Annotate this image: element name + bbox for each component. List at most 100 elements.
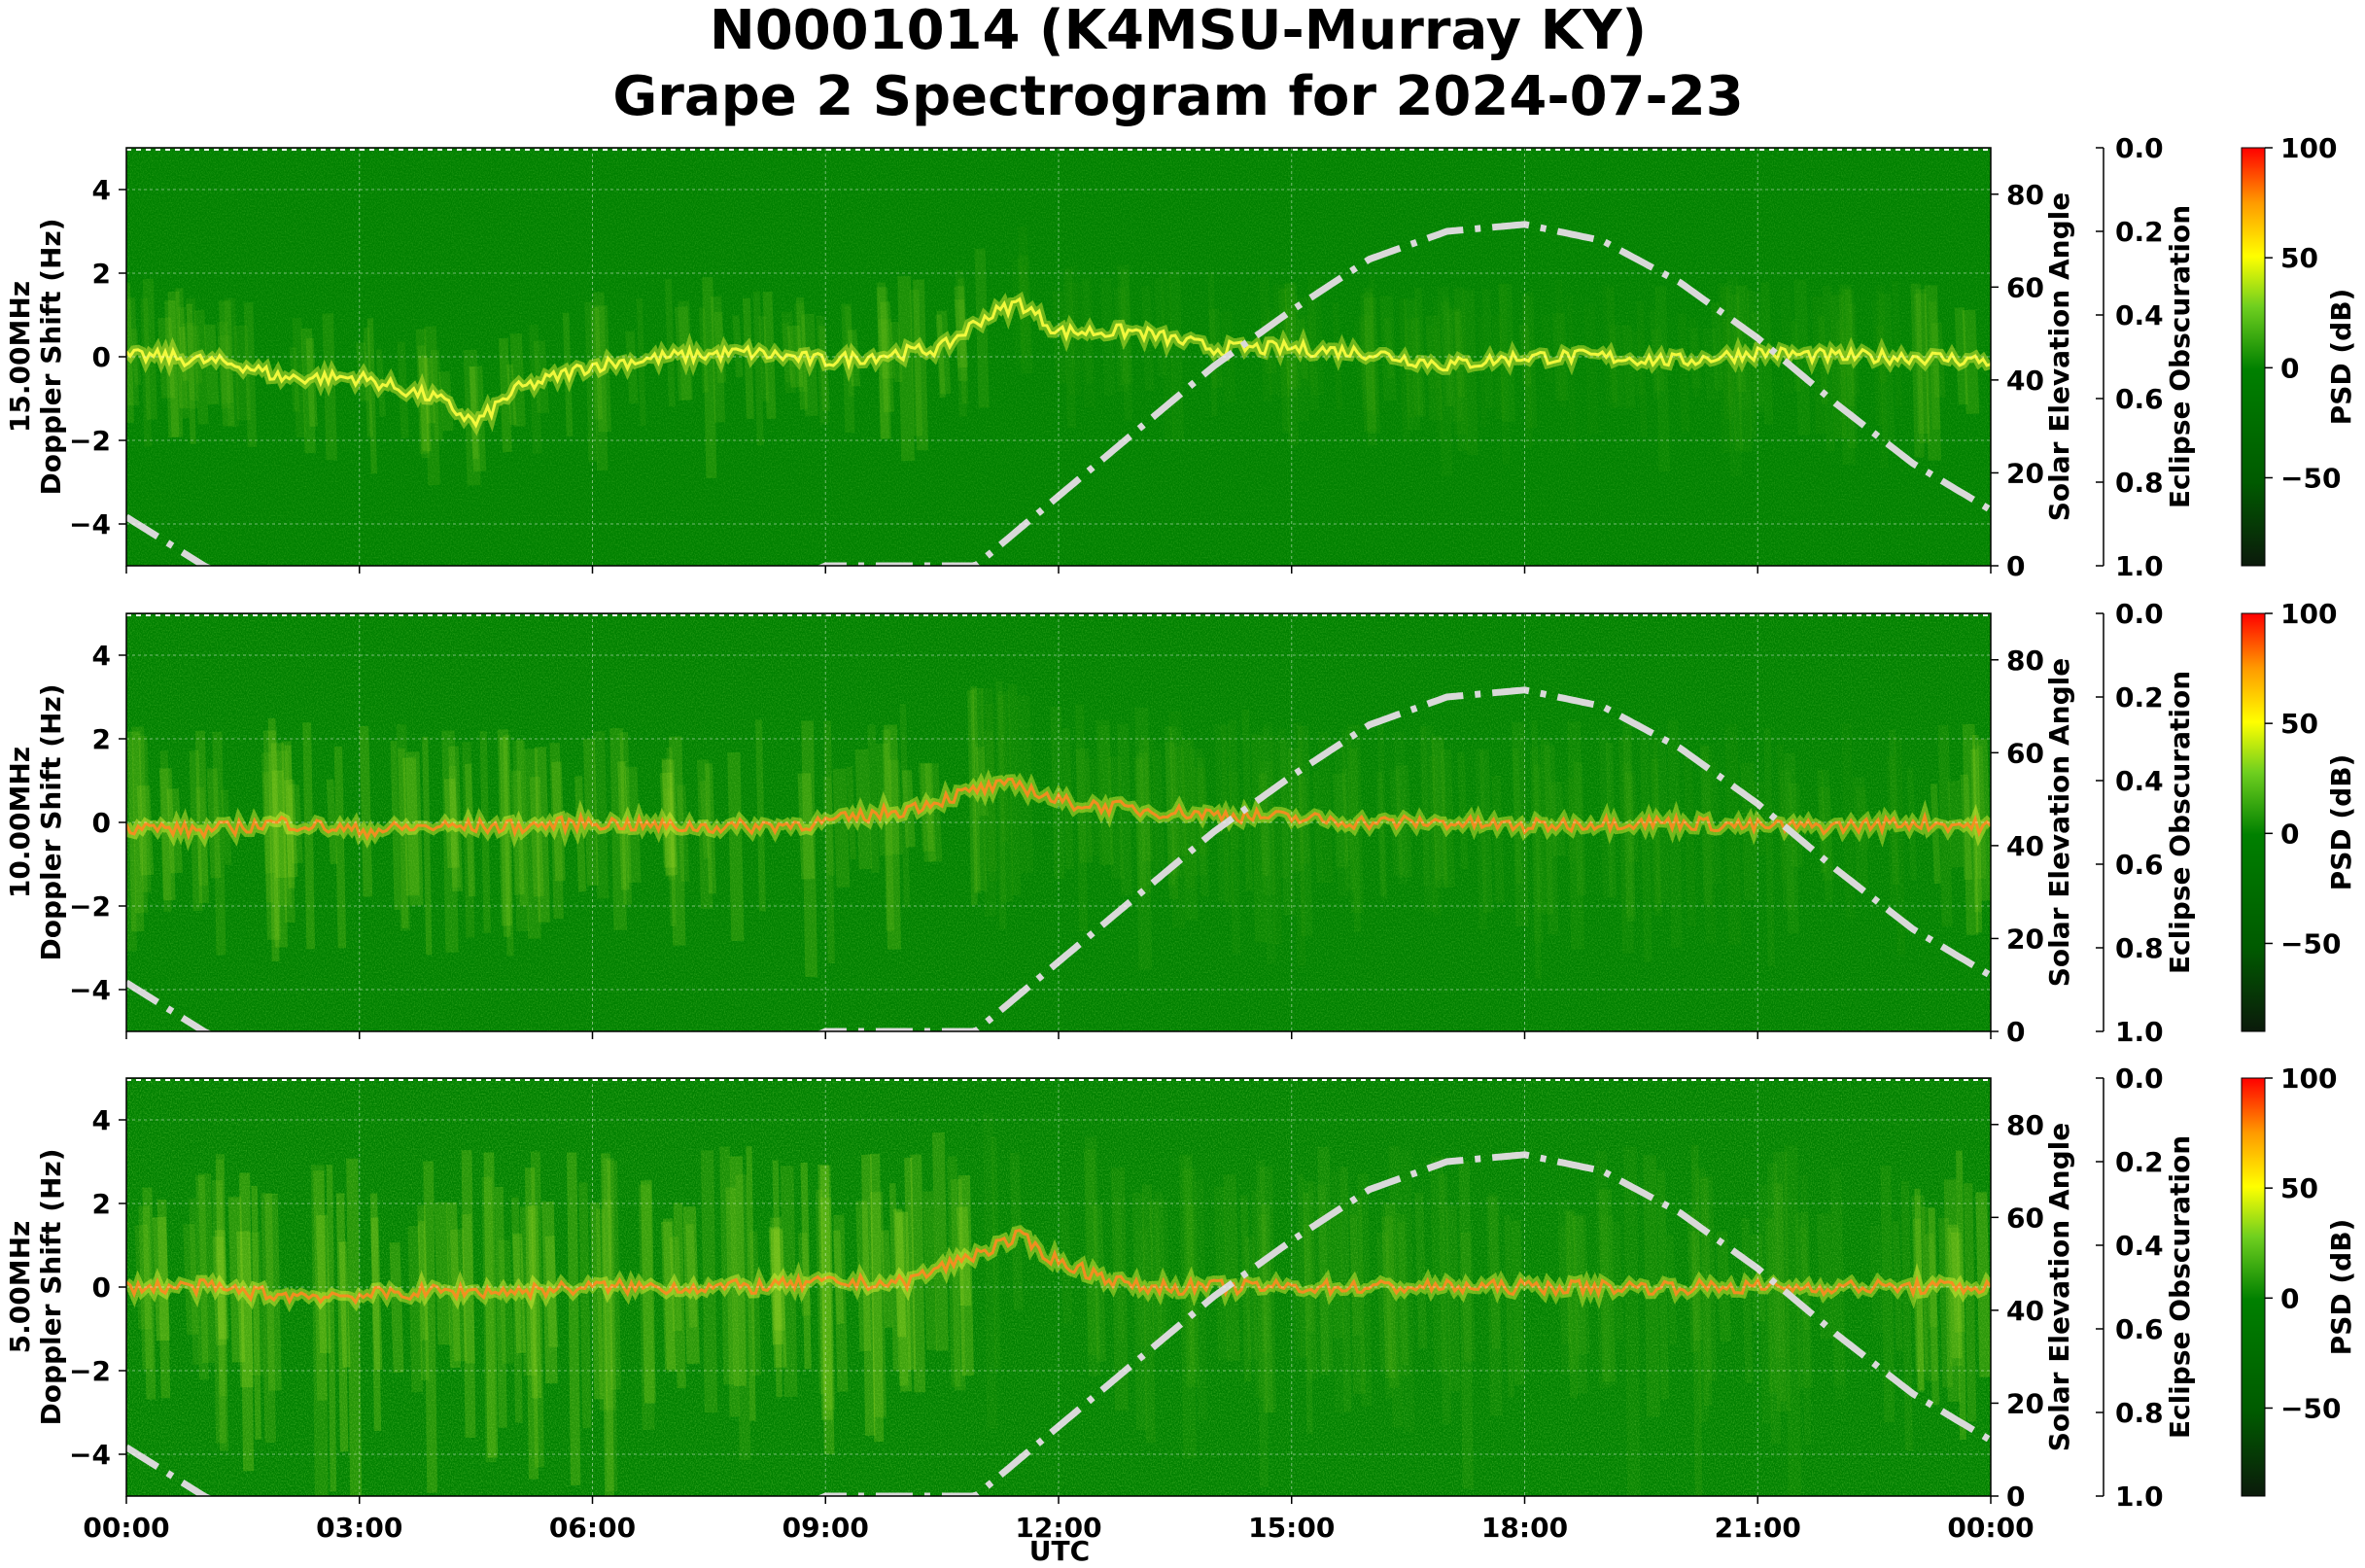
spread-streak — [1398, 1222, 1409, 1365]
spread-streak — [1346, 724, 1364, 914]
spread-streak — [954, 286, 968, 368]
psd-axis-label: PSD (dB) — [2325, 289, 2357, 426]
spread-streak — [1207, 271, 1218, 417]
spread-streak — [203, 324, 220, 405]
spread-streak — [1453, 288, 1469, 452]
x-tick-label: 12:00 — [1015, 1512, 1101, 1544]
spread-streak — [509, 333, 526, 427]
spread-streak — [261, 752, 275, 874]
eclipse-tick-label: 0.0 — [2115, 1063, 2164, 1095]
eclipse-tick-label: 0.6 — [2115, 1313, 2164, 1345]
spread-streak — [1736, 285, 1753, 452]
spread-streak — [524, 749, 541, 939]
panel-2: 420−2−410.00MHz Doppler Shift (Hz)0204060… — [4, 598, 2357, 1048]
spread-streak — [574, 776, 587, 892]
spread-streak — [195, 786, 209, 887]
y-axis-label-doppler: Doppler Shift (Hz) — [35, 1148, 67, 1425]
panel-3: 420−2−45.00MHz Doppler Shift (Hz)02040608… — [4, 1063, 2357, 1544]
spread-streak — [1180, 739, 1199, 921]
spread-streak — [1075, 704, 1089, 932]
eclipse-tick-label: 0.4 — [2115, 299, 2164, 331]
spread-streak — [1295, 1236, 1299, 1359]
spread-streak — [1131, 1193, 1148, 1431]
x-tick-label: 00:00 — [83, 1512, 169, 1544]
spread-streak — [1764, 1218, 1778, 1393]
spread-streak — [326, 779, 338, 864]
spread-streak — [967, 689, 978, 906]
spread-streak — [1228, 719, 1241, 955]
spread-streak — [530, 1151, 544, 1468]
spread-streak — [1297, 319, 1309, 379]
spread-streak — [816, 315, 829, 425]
spread-streak — [261, 1193, 276, 1444]
spread-streak — [954, 298, 968, 382]
spread-streak — [375, 349, 386, 417]
spread-streak — [1930, 784, 1941, 885]
spread-streak — [819, 1165, 835, 1455]
spread-streak — [603, 1158, 618, 1491]
spread-streak — [1443, 296, 1454, 406]
spread-streak — [1083, 1149, 1099, 1355]
spread-streak — [1665, 1235, 1678, 1345]
spread-streak — [1950, 1232, 1965, 1333]
spread-streak — [882, 729, 895, 931]
spread-streak — [1773, 1151, 1791, 1412]
panels-group: 420−2−415.00MHz Doppler Shift (Hz)0204060… — [4, 132, 2357, 1544]
spread-streak — [1695, 1168, 1710, 1423]
spread-streak — [1700, 1177, 1713, 1407]
spread-streak — [1480, 317, 1484, 427]
spread-streak — [134, 1224, 152, 1330]
spread-streak — [479, 731, 491, 933]
spread-streak — [533, 340, 549, 414]
spread-streak — [1164, 725, 1176, 887]
spread-streak — [1154, 1192, 1167, 1346]
spread-streak — [1623, 1146, 1641, 1496]
spread-streak — [1375, 1232, 1393, 1371]
spread-streak — [729, 1156, 747, 1386]
spread-streak — [661, 1221, 677, 1370]
spread-streak — [1895, 281, 1899, 406]
spread-streak — [271, 770, 288, 879]
spread-streak — [678, 300, 694, 401]
spread-streak — [897, 275, 915, 462]
spread-streak — [1379, 296, 1397, 401]
spread-streak — [725, 1187, 740, 1417]
spread-streak — [638, 1184, 655, 1431]
spread-streak — [822, 776, 836, 876]
spread-streak — [465, 763, 476, 897]
spread-streak — [1835, 1169, 1839, 1385]
spread-streak — [1838, 284, 1856, 466]
eclipse-tick-label: 0.2 — [2115, 681, 2164, 714]
spread-streak — [390, 741, 400, 911]
spread-streak — [578, 1182, 592, 1429]
spread-streak — [183, 1223, 199, 1336]
spread-streak — [619, 732, 633, 905]
eclipse-tick-label: 0.4 — [2115, 765, 2164, 797]
spread-streak — [1818, 786, 1834, 882]
spread-streak — [498, 1239, 514, 1365]
spread-streak — [142, 278, 157, 420]
spread-streak — [335, 1193, 349, 1452]
spread-streak — [305, 337, 318, 428]
spread-streak — [666, 747, 677, 926]
spread-streak — [1135, 752, 1152, 893]
spread-streak — [590, 1202, 604, 1400]
spread-streak — [281, 741, 296, 923]
spread-streak — [1938, 1217, 1953, 1388]
spread-streak — [186, 303, 196, 444]
spread-streak — [698, 307, 709, 394]
spread-streak — [975, 747, 989, 817]
spread-streak — [193, 310, 209, 425]
spread-streak — [1785, 290, 1789, 393]
spread-streak — [844, 305, 855, 398]
spread-streak — [1818, 315, 1828, 404]
spread-streak — [1157, 749, 1161, 868]
spread-streak — [755, 719, 766, 912]
spread-streak — [221, 789, 232, 866]
x-axis-label: UTC — [1029, 1535, 1090, 1567]
spread-streak — [746, 1146, 756, 1421]
spread-streak — [1612, 1221, 1624, 1341]
solar-tick-label: 80 — [2006, 645, 2044, 677]
spread-streak — [512, 1234, 527, 1354]
spread-streak — [1504, 1214, 1514, 1398]
